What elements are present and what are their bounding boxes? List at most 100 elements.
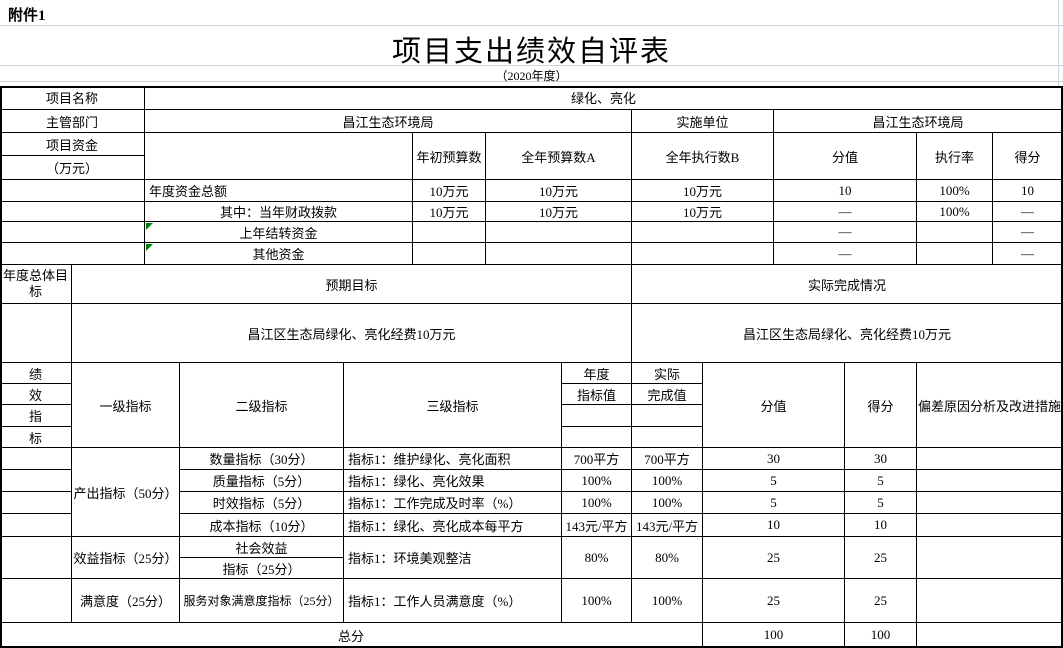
cell-indicator-value[interactable]: 25 <box>703 579 845 623</box>
cell-fund-rate[interactable]: 100% <box>917 180 993 202</box>
cell-empty[interactable] <box>632 427 703 448</box>
cell-fund-exec[interactable] <box>632 243 774 265</box>
cell-fund-rate[interactable] <box>917 222 993 243</box>
cell-empty[interactable] <box>0 492 72 514</box>
cell-perf-vertical-char[interactable]: 标 <box>0 427 72 448</box>
cell-fund-begin[interactable] <box>413 222 486 243</box>
cell-empty[interactable] <box>0 222 145 243</box>
cell-header-exec-rate[interactable]: 执行率 <box>917 133 993 180</box>
cell-fund-budget[interactable]: 10万元 <box>486 180 632 202</box>
cell-actual-value[interactable]: 100% <box>632 470 703 492</box>
cell-indicator-value[interactable]: 30 <box>703 448 845 470</box>
cell-annual-value[interactable]: 100% <box>562 579 632 623</box>
cell-empty[interactable] <box>562 405 632 427</box>
cell-actual-completion-header[interactable]: 实际完成情况 <box>632 265 1063 304</box>
cell-level2-indicator[interactable]: 数量指标（30分） <box>180 448 344 470</box>
cell-impl-value[interactable]: 昌江生态环境局 <box>774 110 1063 133</box>
cell-fund-score[interactable]: 10 <box>993 180 1063 202</box>
cell-empty[interactable] <box>0 448 72 470</box>
cell-actual-value[interactable]: 80% <box>632 537 703 579</box>
cell-empty[interactable] <box>562 427 632 448</box>
cell-empty[interactable] <box>0 537 72 579</box>
cell-fund-row-label[interactable]: 其他资金 <box>145 243 413 265</box>
cell-header-actual-line1[interactable]: 实际 <box>632 363 703 384</box>
cell-header-begin-budget[interactable]: 年初预算数 <box>413 133 486 180</box>
cell-total-label[interactable]: 总分 <box>0 623 703 648</box>
cell-fund-budget[interactable] <box>486 243 632 265</box>
cell-indicator-score[interactable]: 5 <box>845 470 917 492</box>
cell-annual-value[interactable]: 80% <box>562 537 632 579</box>
cell-empty[interactable] <box>0 202 145 222</box>
cell-expected-goal-text[interactable]: 昌江区生态局绿化、亮化经费10万元 <box>72 304 632 363</box>
cell-fund-score[interactable]: — <box>993 243 1063 265</box>
cell-fund-rate[interactable]: 100% <box>917 202 993 222</box>
cell-header-score[interactable]: 得分 <box>993 133 1063 180</box>
cell-indicator-value[interactable]: 25 <box>703 537 845 579</box>
cell-indicator-score[interactable]: 10 <box>845 514 917 537</box>
cell-deviation-empty[interactable] <box>917 537 1063 579</box>
cell-indicator-score[interactable]: 5 <box>845 492 917 514</box>
cell-funds-label-line1[interactable]: 项目资金 <box>0 133 145 156</box>
cell-empty[interactable] <box>145 133 413 180</box>
cell-empty[interactable] <box>0 243 145 265</box>
cell-actual-completion-text[interactable]: 昌江区生态局绿化、亮化经费10万元 <box>632 304 1063 363</box>
cell-empty[interactable] <box>0 470 72 492</box>
cell-deviation-empty[interactable] <box>917 470 1063 492</box>
cell-impl-label[interactable]: 实施单位 <box>632 110 774 133</box>
cell-header-score-value[interactable]: 分值 <box>774 133 917 180</box>
cell-header-perf-score[interactable]: 得分 <box>845 363 917 448</box>
cell-level3-indicator[interactable]: 指标1：绿化、亮化成本每平方 <box>344 514 562 537</box>
cell-actual-value[interactable]: 700平方 <box>632 448 703 470</box>
cell-actual-value[interactable]: 100% <box>632 492 703 514</box>
cell-deviation-empty[interactable] <box>917 514 1063 537</box>
cell-indicator-score[interactable]: 25 <box>845 537 917 579</box>
cell-level2-indicator[interactable]: 服务对象满意度指标（25分） <box>180 579 344 623</box>
cell-deviation-empty[interactable] <box>917 579 1063 623</box>
cell-actual-value[interactable]: 100% <box>632 579 703 623</box>
cell-level3-indicator[interactable]: 指标1：绿化、亮化效果 <box>344 470 562 492</box>
cell-fund-row-label[interactable]: 上年结转资金 <box>145 222 413 243</box>
cell-dept-label[interactable]: 主管部门 <box>0 110 145 133</box>
cell-fund-exec[interactable]: 10万元 <box>632 180 774 202</box>
cell-level3-indicator[interactable]: 指标1：工作人员满意度（%） <box>344 579 562 623</box>
cell-annual-value[interactable]: 100% <box>562 470 632 492</box>
cell-benefit-level2-line2[interactable]: 指标（25分） <box>180 558 344 579</box>
cell-level3-indicator[interactable]: 指标1：工作完成及时率（%） <box>344 492 562 514</box>
cell-fund-begin[interactable]: 10万元 <box>413 180 486 202</box>
cell-header-level2[interactable]: 二级指标 <box>180 363 344 448</box>
cell-level3-indicator[interactable]: 指标1：环境美观整洁 <box>344 537 562 579</box>
cell-actual-value[interactable]: 143元/平方 <box>632 514 703 537</box>
cell-indicator-value[interactable]: 10 <box>703 514 845 537</box>
cell-header-perf-value[interactable]: 分值 <box>703 363 845 448</box>
cell-project-name-value[interactable]: 绿化、亮化 <box>145 86 1063 110</box>
cell-fund-value[interactable]: 10 <box>774 180 917 202</box>
cell-project-name-label[interactable]: 项目名称 <box>0 86 145 110</box>
cell-fund-row-label[interactable]: 其中：当年财政拨款 <box>145 202 413 222</box>
cell-satisfaction-label[interactable]: 满意度（25分） <box>72 579 180 623</box>
cell-header-year-budget[interactable]: 全年预算数A <box>486 133 632 180</box>
cell-fund-value[interactable]: — <box>774 243 917 265</box>
cell-empty[interactable] <box>0 180 145 202</box>
cell-empty[interactable] <box>632 405 703 427</box>
cell-header-annual-line2[interactable]: 指标值 <box>562 384 632 405</box>
cell-header-deviation[interactable]: 偏差原因分析及改进措施 <box>917 363 1063 448</box>
cell-annual-goal-label[interactable]: 年度总体目标 <box>0 265 72 304</box>
cell-perf-vertical-char[interactable]: 效 <box>0 384 72 405</box>
cell-fund-value[interactable]: — <box>774 202 917 222</box>
cell-deviation-empty[interactable] <box>917 448 1063 470</box>
cell-level2-indicator[interactable]: 时效指标（5分） <box>180 492 344 514</box>
cell-benefit-level2-line1[interactable]: 社会效益 <box>180 537 344 558</box>
cell-annual-value[interactable]: 143元/平方 <box>562 514 632 537</box>
cell-level3-indicator[interactable]: 指标1：维护绿化、亮化面积 <box>344 448 562 470</box>
cell-header-level1[interactable]: 一级指标 <box>72 363 180 448</box>
cell-fund-exec[interactable]: 10万元 <box>632 202 774 222</box>
cell-fund-score[interactable]: — <box>993 202 1063 222</box>
cell-perf-vertical-char[interactable]: 指 <box>0 405 72 427</box>
cell-empty[interactable] <box>917 623 1063 648</box>
cell-output-indicator-label[interactable]: 产出指标（50分） <box>72 448 180 537</box>
cell-indicator-value[interactable]: 5 <box>703 492 845 514</box>
cell-indicator-value[interactable]: 5 <box>703 470 845 492</box>
cell-fund-exec[interactable] <box>632 222 774 243</box>
cell-indicator-score[interactable]: 25 <box>845 579 917 623</box>
cell-level2-indicator[interactable]: 成本指标（10分） <box>180 514 344 537</box>
